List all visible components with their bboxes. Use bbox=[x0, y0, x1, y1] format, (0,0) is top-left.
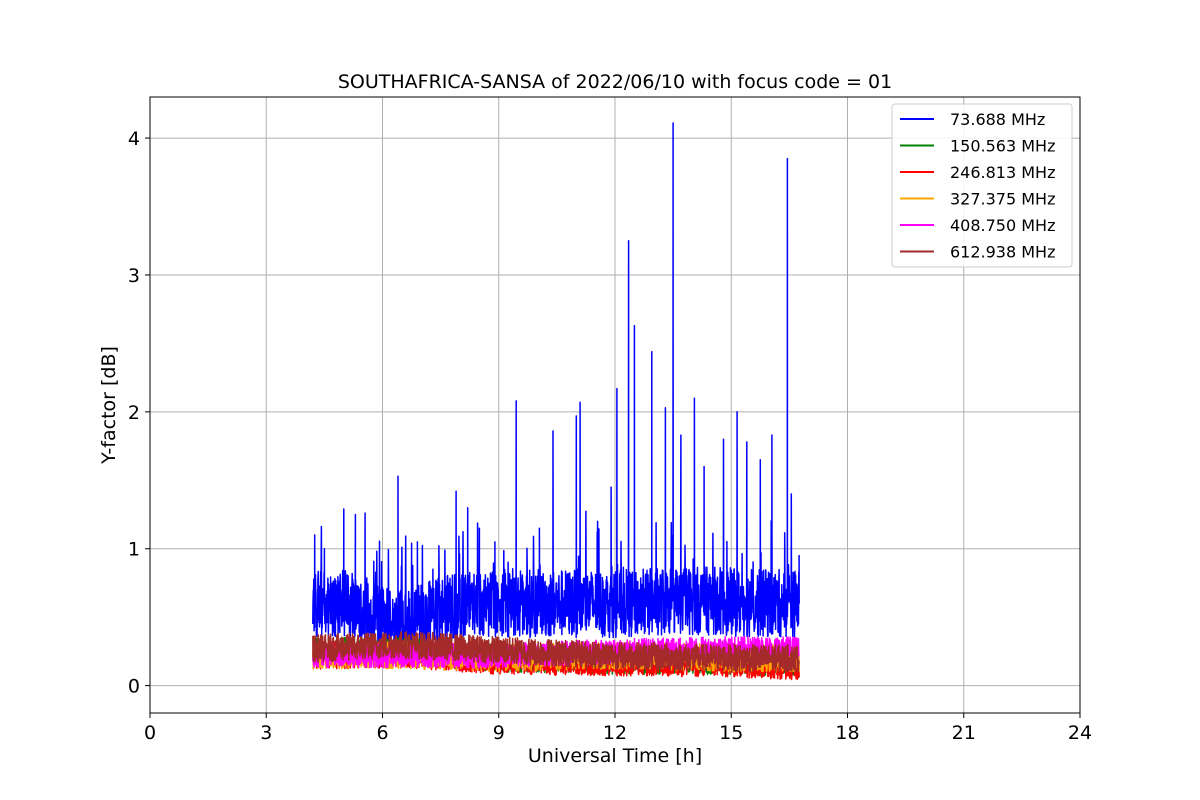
y-tick-label: 2 bbox=[128, 402, 140, 424]
legend-entry: 327.375 MHz bbox=[950, 190, 1055, 209]
series-line bbox=[312, 631, 800, 673]
chart-title: SOUTHAFRICA-SANSA of 2022/06/10 with foc… bbox=[338, 71, 892, 93]
legend-entry: 246.813 MHz bbox=[950, 163, 1055, 182]
y-tick-label: 0 bbox=[128, 676, 140, 698]
x-tick-label: 3 bbox=[260, 722, 272, 744]
y-axis: 0 1 2 3 4 bbox=[128, 128, 150, 698]
x-axis: 0 3 6 9 12 15 18 21 24 bbox=[144, 713, 1092, 744]
x-axis-label: Universal Time [h] bbox=[528, 745, 702, 767]
legend-entry: 408.750 MHz bbox=[950, 216, 1055, 235]
legend-box bbox=[891, 103, 1073, 268]
x-tick-label: 6 bbox=[376, 722, 388, 744]
legend-entry: 150.563 MHz bbox=[950, 137, 1055, 156]
x-tick-label: 12 bbox=[603, 722, 627, 744]
x-tick-label: 24 bbox=[1068, 722, 1092, 744]
x-tick-label: 18 bbox=[835, 722, 859, 744]
x-tick-label: 21 bbox=[952, 722, 976, 744]
x-tick-label: 9 bbox=[493, 722, 505, 744]
y-axis-label: Y-factor [dB] bbox=[98, 346, 120, 465]
x-tick-label: 0 bbox=[144, 722, 156, 744]
series-line bbox=[312, 122, 800, 658]
y-tick-label: 3 bbox=[128, 265, 140, 287]
legend-entry: 612.938 MHz bbox=[950, 243, 1055, 262]
series-lines bbox=[312, 122, 800, 681]
legend-entry: 73.688 MHz bbox=[950, 110, 1045, 129]
y-tick-label: 1 bbox=[128, 539, 140, 561]
y-tick-label: 4 bbox=[128, 128, 140, 150]
legend: 73.688 MHz 150.563 MHz 246.813 MHz 327.375 … bbox=[891, 103, 1073, 268]
x-tick-label: 15 bbox=[719, 722, 743, 744]
